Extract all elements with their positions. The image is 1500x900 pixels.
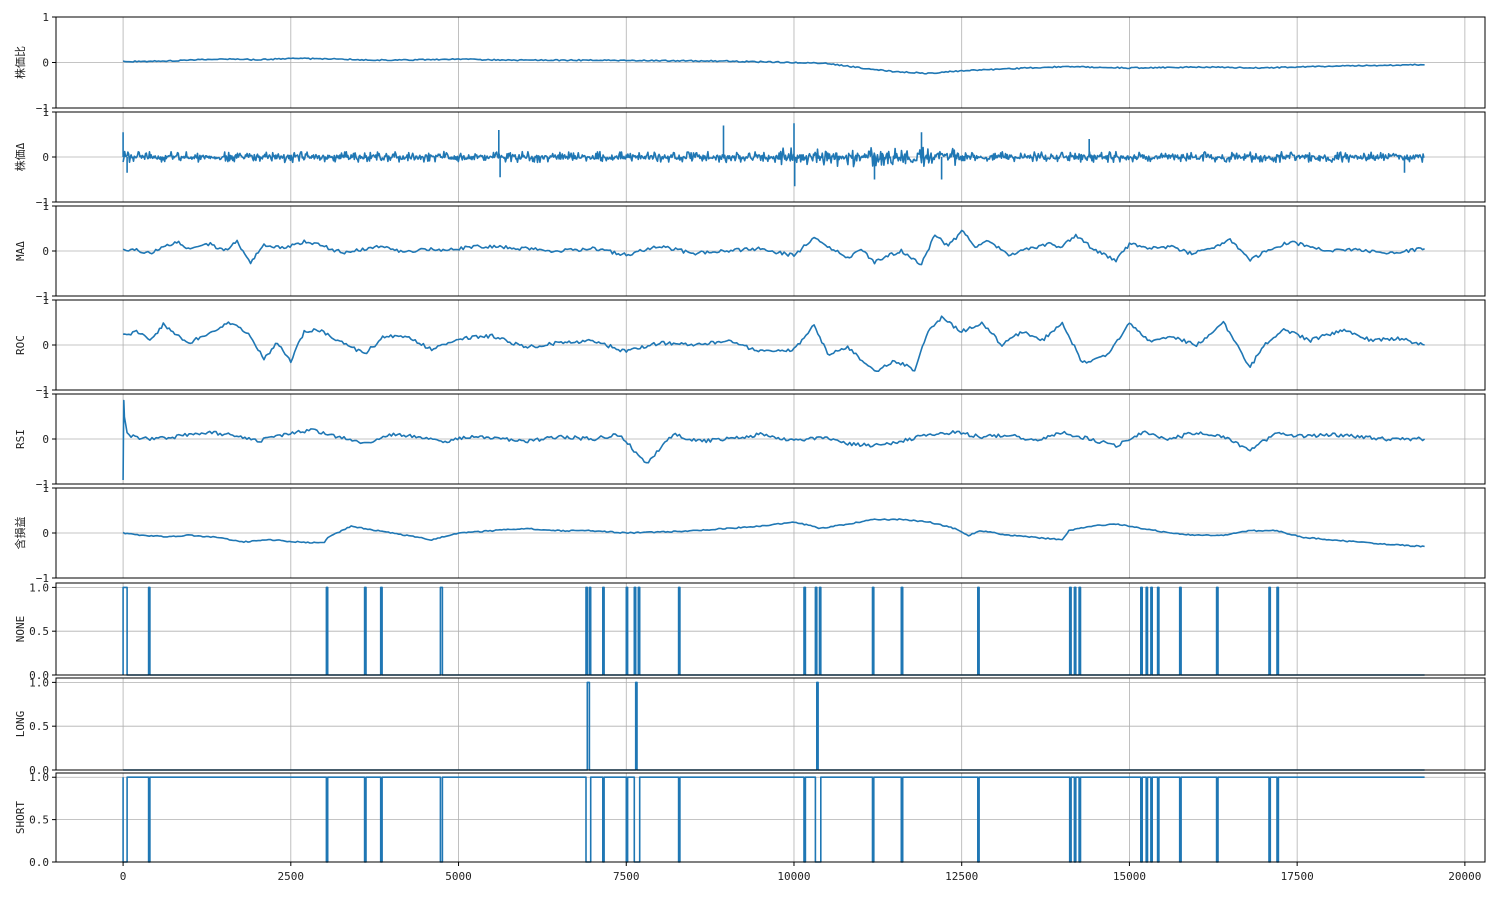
axes-frame — [55, 205, 1486, 297]
panel-RSI: −1 0 1 RSI — [14, 388, 1486, 491]
y-tick-label: 1 — [42, 388, 49, 401]
y-tick-label: 1.0 — [29, 771, 49, 784]
y-tick-label: 1 — [42, 482, 49, 495]
y-tick-label: 0.0 — [29, 856, 49, 869]
y-tick-label: 1 — [42, 200, 49, 213]
y-tick-label: 1 — [42, 106, 49, 119]
axes-frame — [55, 111, 1486, 203]
series-line — [123, 681, 1425, 771]
y-tick-label: 0.5 — [29, 720, 49, 733]
x-tick-label: 5000 — [445, 870, 472, 883]
axes-frame — [55, 299, 1486, 391]
series-line — [123, 315, 1425, 372]
axes-frame — [55, 772, 1486, 863]
panel-含損益: −1 0 1 含損益 — [13, 482, 1486, 585]
x-tick-label: 20000 — [1448, 870, 1481, 883]
y-tick-label: 0.0 — [29, 669, 49, 682]
panel-ROC: −1 0 1 ROC — [14, 294, 1486, 397]
y-tick-label: 0 — [42, 245, 49, 258]
y-axis-label: 株価Δ — [13, 142, 27, 171]
y-axis-label: SHORT — [14, 801, 27, 834]
y-tick-label: 1 — [42, 11, 49, 24]
x-tick-label: 17500 — [1281, 870, 1314, 883]
y-tick-label: 1.0 — [29, 581, 49, 594]
panel-LONG: 0.0 0.5 1.0 LONG — [14, 676, 1486, 777]
y-tick-label: 0 — [42, 339, 49, 352]
x-tick-label: 0 — [120, 870, 127, 883]
panel-株価Δ: −1 0 1 株価Δ — [13, 106, 1486, 209]
y-tick-label: 0.5 — [29, 814, 49, 827]
y-tick-label: 0.0 — [29, 764, 49, 777]
y-axis-label: LONG — [14, 711, 27, 738]
y-tick-label: 0 — [42, 527, 49, 540]
y-axis-label: 含損益 — [13, 517, 27, 550]
y-axis-label: 株価比 — [13, 46, 27, 79]
y-tick-label: −1 — [36, 384, 49, 397]
y-tick-label: −1 — [36, 290, 49, 303]
panel-SHORT: 0.0 0.5 1.0 SHORT — [14, 771, 1486, 869]
panel-MAΔ: −1 0 1 MAΔ — [14, 200, 1486, 303]
axes-frame — [55, 677, 1486, 771]
y-axis-label: NONE — [14, 616, 27, 643]
y-tick-label: −1 — [36, 572, 49, 585]
axes-frame — [55, 393, 1486, 485]
y-tick-label: −1 — [36, 478, 49, 491]
y-axis-label: ROC — [14, 335, 27, 355]
x-tick-label: 7500 — [613, 870, 640, 883]
y-tick-label: 1 — [42, 294, 49, 307]
series-line — [122, 399, 1426, 481]
y-tick-label: 1.0 — [29, 676, 49, 689]
x-tick-label: 15000 — [1113, 870, 1146, 883]
y-tick-label: −1 — [36, 196, 49, 209]
series-line — [122, 518, 1425, 548]
y-tick-label: −1 — [36, 102, 49, 115]
x-tick-label: 10000 — [777, 870, 810, 883]
panel-株価比: −1 0 1 株価比 — [13, 11, 1486, 115]
y-tick-label: 0 — [42, 151, 49, 164]
series-line — [122, 123, 1425, 187]
y-axis-label: MAΔ — [14, 241, 27, 261]
y-tick-label: 0.5 — [29, 625, 49, 638]
y-tick-label: 0 — [42, 433, 49, 446]
axes-frame — [55, 582, 1486, 676]
panel-NONE: 0.0 0.5 1.0 NONE — [14, 581, 1486, 682]
series-line — [122, 229, 1425, 266]
x-tick-label: 12500 — [945, 870, 978, 883]
series-line — [122, 57, 1425, 75]
axes-frame — [55, 16, 1486, 109]
x-tick-label: 2500 — [278, 870, 305, 883]
y-tick-label: 0 — [42, 57, 49, 70]
axes-frame — [55, 487, 1486, 579]
y-axis-label: RSI — [14, 429, 27, 449]
